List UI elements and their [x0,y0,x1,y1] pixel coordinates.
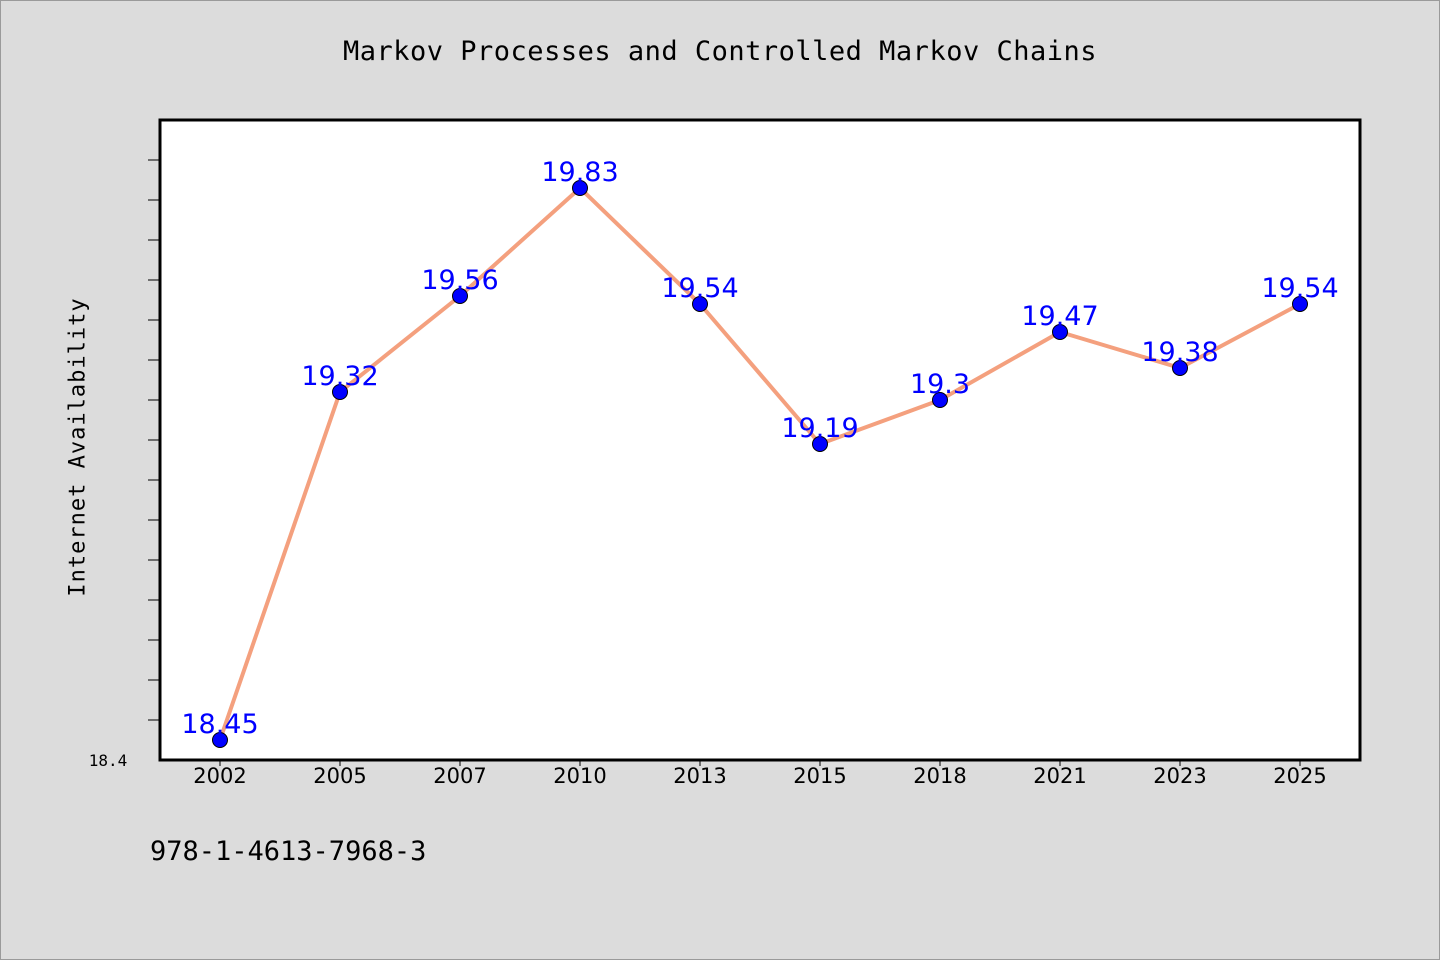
plot-area [158,118,1362,762]
chart-title: Markov Processes and Controlled Markov C… [343,36,1097,67]
data-point [572,180,588,196]
data-label: 19.56 [421,265,498,296]
data-point [1172,360,1188,376]
x-tick-label: 2013 [673,764,726,788]
data-label: 19.47 [1021,301,1098,332]
data-label: 19.19 [781,413,858,444]
data-label: 19.54 [661,273,738,304]
series-line [218,186,1302,742]
y-tick-label: 18.4 [89,751,128,770]
x-tick-label: 2015 [793,764,846,788]
x-tick-label: 2018 [913,764,966,788]
x-ticks: 2002 2005 2007 2010 2013 2015 2018 2021 2023 2025 [193,760,1327,788]
footer-isbn: 978-1-4613-7968-3 [150,836,427,867]
data-label: 19.38 [1141,337,1218,368]
data-point [1052,324,1068,340]
data-point [932,392,948,408]
data-point [1292,296,1308,312]
data-label: 19.32 [301,361,378,392]
data-label: 19.3 [910,369,970,400]
x-tick-label: 2023 [1153,764,1206,788]
data-point [332,384,348,400]
data-point [812,436,828,452]
x-tick-label: 2010 [553,764,606,788]
x-tick-label: 2025 [1273,764,1326,788]
data-label: 18.45 [181,709,258,740]
data-point [212,732,228,748]
data-label: 19.83 [541,157,618,188]
x-tick-label: 2002 [193,764,246,788]
series-layer [212,180,1308,748]
x-tick-label: 2021 [1033,764,1086,788]
data-label-layer: 18.45 19.32 19.56 19.83 19.54 19.19 19.3 19.47 1… [181,157,1338,740]
data-label: 19.54 [1261,273,1338,304]
x-tick-label: 2005 [313,764,366,788]
data-point [452,288,468,304]
x-tick-label: 2007 [433,764,486,788]
y-ticks: 18.4 [89,159,160,770]
data-point [692,296,708,312]
